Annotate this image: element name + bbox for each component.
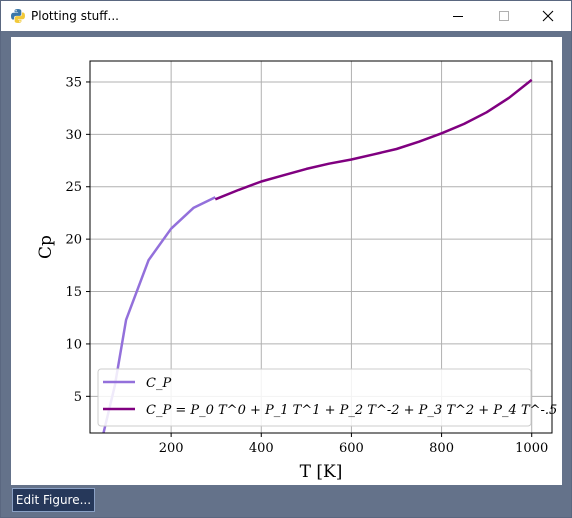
edit-figure-button[interactable]: Edit Figure... bbox=[12, 488, 95, 512]
axis-ticks: 200 400 600 800 1000 5 10 15 20 25 30 35 bbox=[65, 75, 548, 456]
legend: C_P C_P = P_0 T^0 + P_1 T^1 + P_2 T^-2 +… bbox=[97, 368, 562, 427]
x-tick-label: 1000 bbox=[515, 441, 548, 456]
close-icon bbox=[542, 10, 554, 22]
title-bar[interactable]: Plotting stuff... bbox=[1, 1, 571, 31]
y-tick-label: 20 bbox=[65, 233, 82, 248]
window-title: Plotting stuff... bbox=[31, 9, 119, 23]
y-tick-label: 5 bbox=[74, 390, 82, 405]
y-axis-label: Cp bbox=[36, 235, 56, 259]
axes-frame bbox=[89, 60, 553, 434]
legend-entry-fit: C_P = P_0 T^0 + P_1 T^1 + P_2 T^-2 + P_3… bbox=[146, 403, 562, 418]
close-button[interactable] bbox=[525, 1, 571, 31]
y-tick-label: 25 bbox=[65, 180, 82, 195]
figure-canvas[interactable]: 200 400 600 800 1000 5 10 15 20 25 30 35 T [K] Cp C… bbox=[11, 37, 562, 485]
maximize-icon bbox=[499, 11, 509, 21]
legend-entry-cp: C_P bbox=[146, 376, 171, 391]
y-tick-label: 10 bbox=[65, 337, 82, 352]
x-tick-label: 600 bbox=[339, 441, 364, 456]
legend-box bbox=[97, 368, 532, 427]
python-logo-icon bbox=[11, 9, 25, 23]
maximize-button[interactable] bbox=[481, 1, 527, 31]
minimize-button[interactable] bbox=[435, 1, 481, 31]
x-tick-label: 800 bbox=[429, 441, 454, 456]
minimize-icon bbox=[453, 16, 463, 17]
y-tick-label: 35 bbox=[65, 75, 82, 90]
y-tick-label: 15 bbox=[65, 285, 82, 300]
y-tick-label: 30 bbox=[65, 128, 82, 143]
x-tick-label: 400 bbox=[249, 441, 274, 456]
series-line-1 bbox=[214, 78, 533, 201]
x-tick-label: 200 bbox=[159, 441, 184, 456]
x-axis-label-text: T [K] bbox=[300, 462, 343, 482]
x-axis-label: T [K] bbox=[300, 462, 343, 482]
cp-line-chart[interactable]: 200 400 600 800 1000 5 10 15 20 25 30 35 T [K] Cp C… bbox=[11, 37, 562, 485]
